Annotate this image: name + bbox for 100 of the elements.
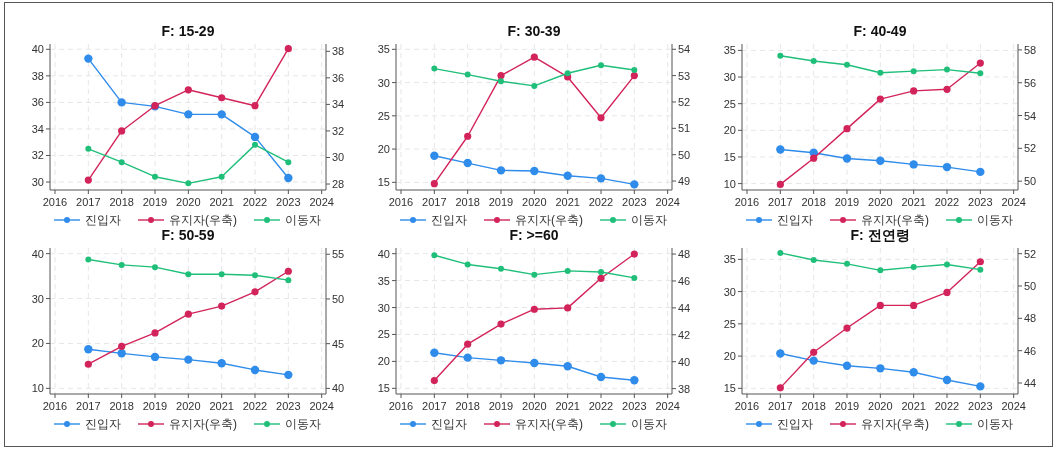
x-tick-label: 2023 (968, 196, 993, 208)
point (809, 356, 818, 365)
point (876, 364, 885, 373)
y2-tick-label: 36 (332, 71, 345, 84)
x-tick-label: 2023 (276, 400, 301, 412)
x-tick-label: 2017 (422, 196, 447, 208)
x-tick-label: 2019 (488, 400, 514, 412)
point (496, 356, 506, 365)
legend-label: 이동자 (285, 213, 321, 227)
point (430, 376, 438, 385)
x-tick-label: 2023 (622, 400, 647, 412)
point (464, 132, 472, 140)
point (431, 65, 438, 72)
y-tick-label: 38 (31, 69, 44, 82)
point (531, 271, 538, 278)
point (910, 68, 917, 75)
point (876, 95, 884, 103)
x-tick-label: 2019 (142, 196, 168, 208)
y-tick-label: 25 (377, 109, 390, 122)
y2-tick-label: 52 (1024, 142, 1037, 155)
point (843, 324, 851, 332)
x-tick-label: 2019 (488, 196, 514, 208)
y-tick-label: 40 (377, 247, 390, 260)
y2-tick-label: 51 (678, 122, 691, 135)
y2-tick-label: 55 (332, 248, 345, 261)
x-tick-label: 2016 (734, 400, 760, 412)
x-tick-label: 2018 (109, 196, 134, 208)
point (84, 360, 92, 368)
y2-tick-label: 50 (1024, 280, 1037, 292)
point (977, 266, 984, 273)
point (842, 154, 852, 163)
y2-tick-label: 42 (678, 328, 691, 341)
y-tick-label: 10 (723, 177, 736, 190)
chart-title: F: >=60 (509, 227, 559, 243)
point (285, 277, 292, 284)
x-tick-label: 2018 (801, 400, 826, 412)
x-tick-label: 2020 (176, 400, 201, 412)
point (218, 173, 225, 180)
y2-tick-label: 38 (332, 45, 345, 58)
point (877, 267, 884, 274)
y2-tick-label: 50 (332, 292, 345, 305)
point (284, 173, 293, 183)
y2-tick-label: 44 (1024, 377, 1037, 390)
point (876, 156, 885, 165)
y-tick-label: 30 (31, 176, 44, 189)
point (630, 376, 639, 385)
point (810, 58, 817, 65)
y2-tick-label: 28 (332, 178, 345, 191)
point (117, 349, 126, 358)
y2-tick-label: 49 (678, 175, 691, 188)
point (251, 102, 259, 110)
x-tick-label: 2016 (734, 196, 760, 208)
point (564, 304, 572, 312)
y-tick-label: 15 (377, 382, 390, 395)
y2-tick-label: 52 (1024, 247, 1037, 260)
y-tick-label: 20 (377, 143, 390, 156)
point (464, 340, 472, 348)
point (777, 249, 784, 256)
legend-label: 진입자 (85, 417, 121, 431)
point (597, 274, 605, 282)
point (184, 355, 193, 364)
y2-tick-label: 34 (332, 98, 345, 111)
y-tick-label: 25 (723, 317, 736, 330)
x-tick-label: 2017 (422, 400, 447, 412)
legend-label: 진입자 (431, 213, 467, 227)
point (844, 260, 850, 267)
legend-label: 이동자 (631, 417, 667, 431)
point (596, 174, 606, 183)
y2-tick-label: 58 (1024, 43, 1037, 56)
point (776, 145, 785, 154)
y-tick-label: 36 (31, 96, 44, 109)
x-tick-label: 2021 (209, 400, 234, 412)
point (630, 180, 639, 189)
point (842, 361, 852, 370)
point (776, 384, 784, 392)
chart-title: F: 전연령 (850, 227, 910, 243)
y-tick-label: 15 (377, 176, 390, 189)
x-tick-label: 2020 (868, 196, 893, 208)
x-tick-label: 2020 (522, 196, 547, 208)
y2-tick-label: 54 (1024, 109, 1037, 122)
legend-label: 유지자(우축) (169, 213, 237, 227)
y-tick-label: 15 (723, 382, 736, 395)
legend-label: 이동자 (977, 213, 1013, 227)
y2-tick-label: 50 (1024, 175, 1037, 188)
point (252, 141, 258, 148)
point (497, 72, 505, 80)
point (843, 125, 851, 133)
point (909, 368, 918, 377)
point (284, 267, 292, 275)
point (942, 375, 952, 385)
point (876, 301, 884, 309)
x-tick-label: 2022 (934, 400, 960, 412)
legend-label: 이동자 (285, 417, 321, 431)
x-tick-label: 2016 (42, 196, 68, 208)
point (498, 265, 504, 272)
point (217, 110, 226, 119)
legend-label: 유지자(우축) (861, 213, 929, 227)
x-tick-label: 2024 (655, 400, 680, 412)
point (184, 86, 192, 94)
point (909, 160, 918, 169)
